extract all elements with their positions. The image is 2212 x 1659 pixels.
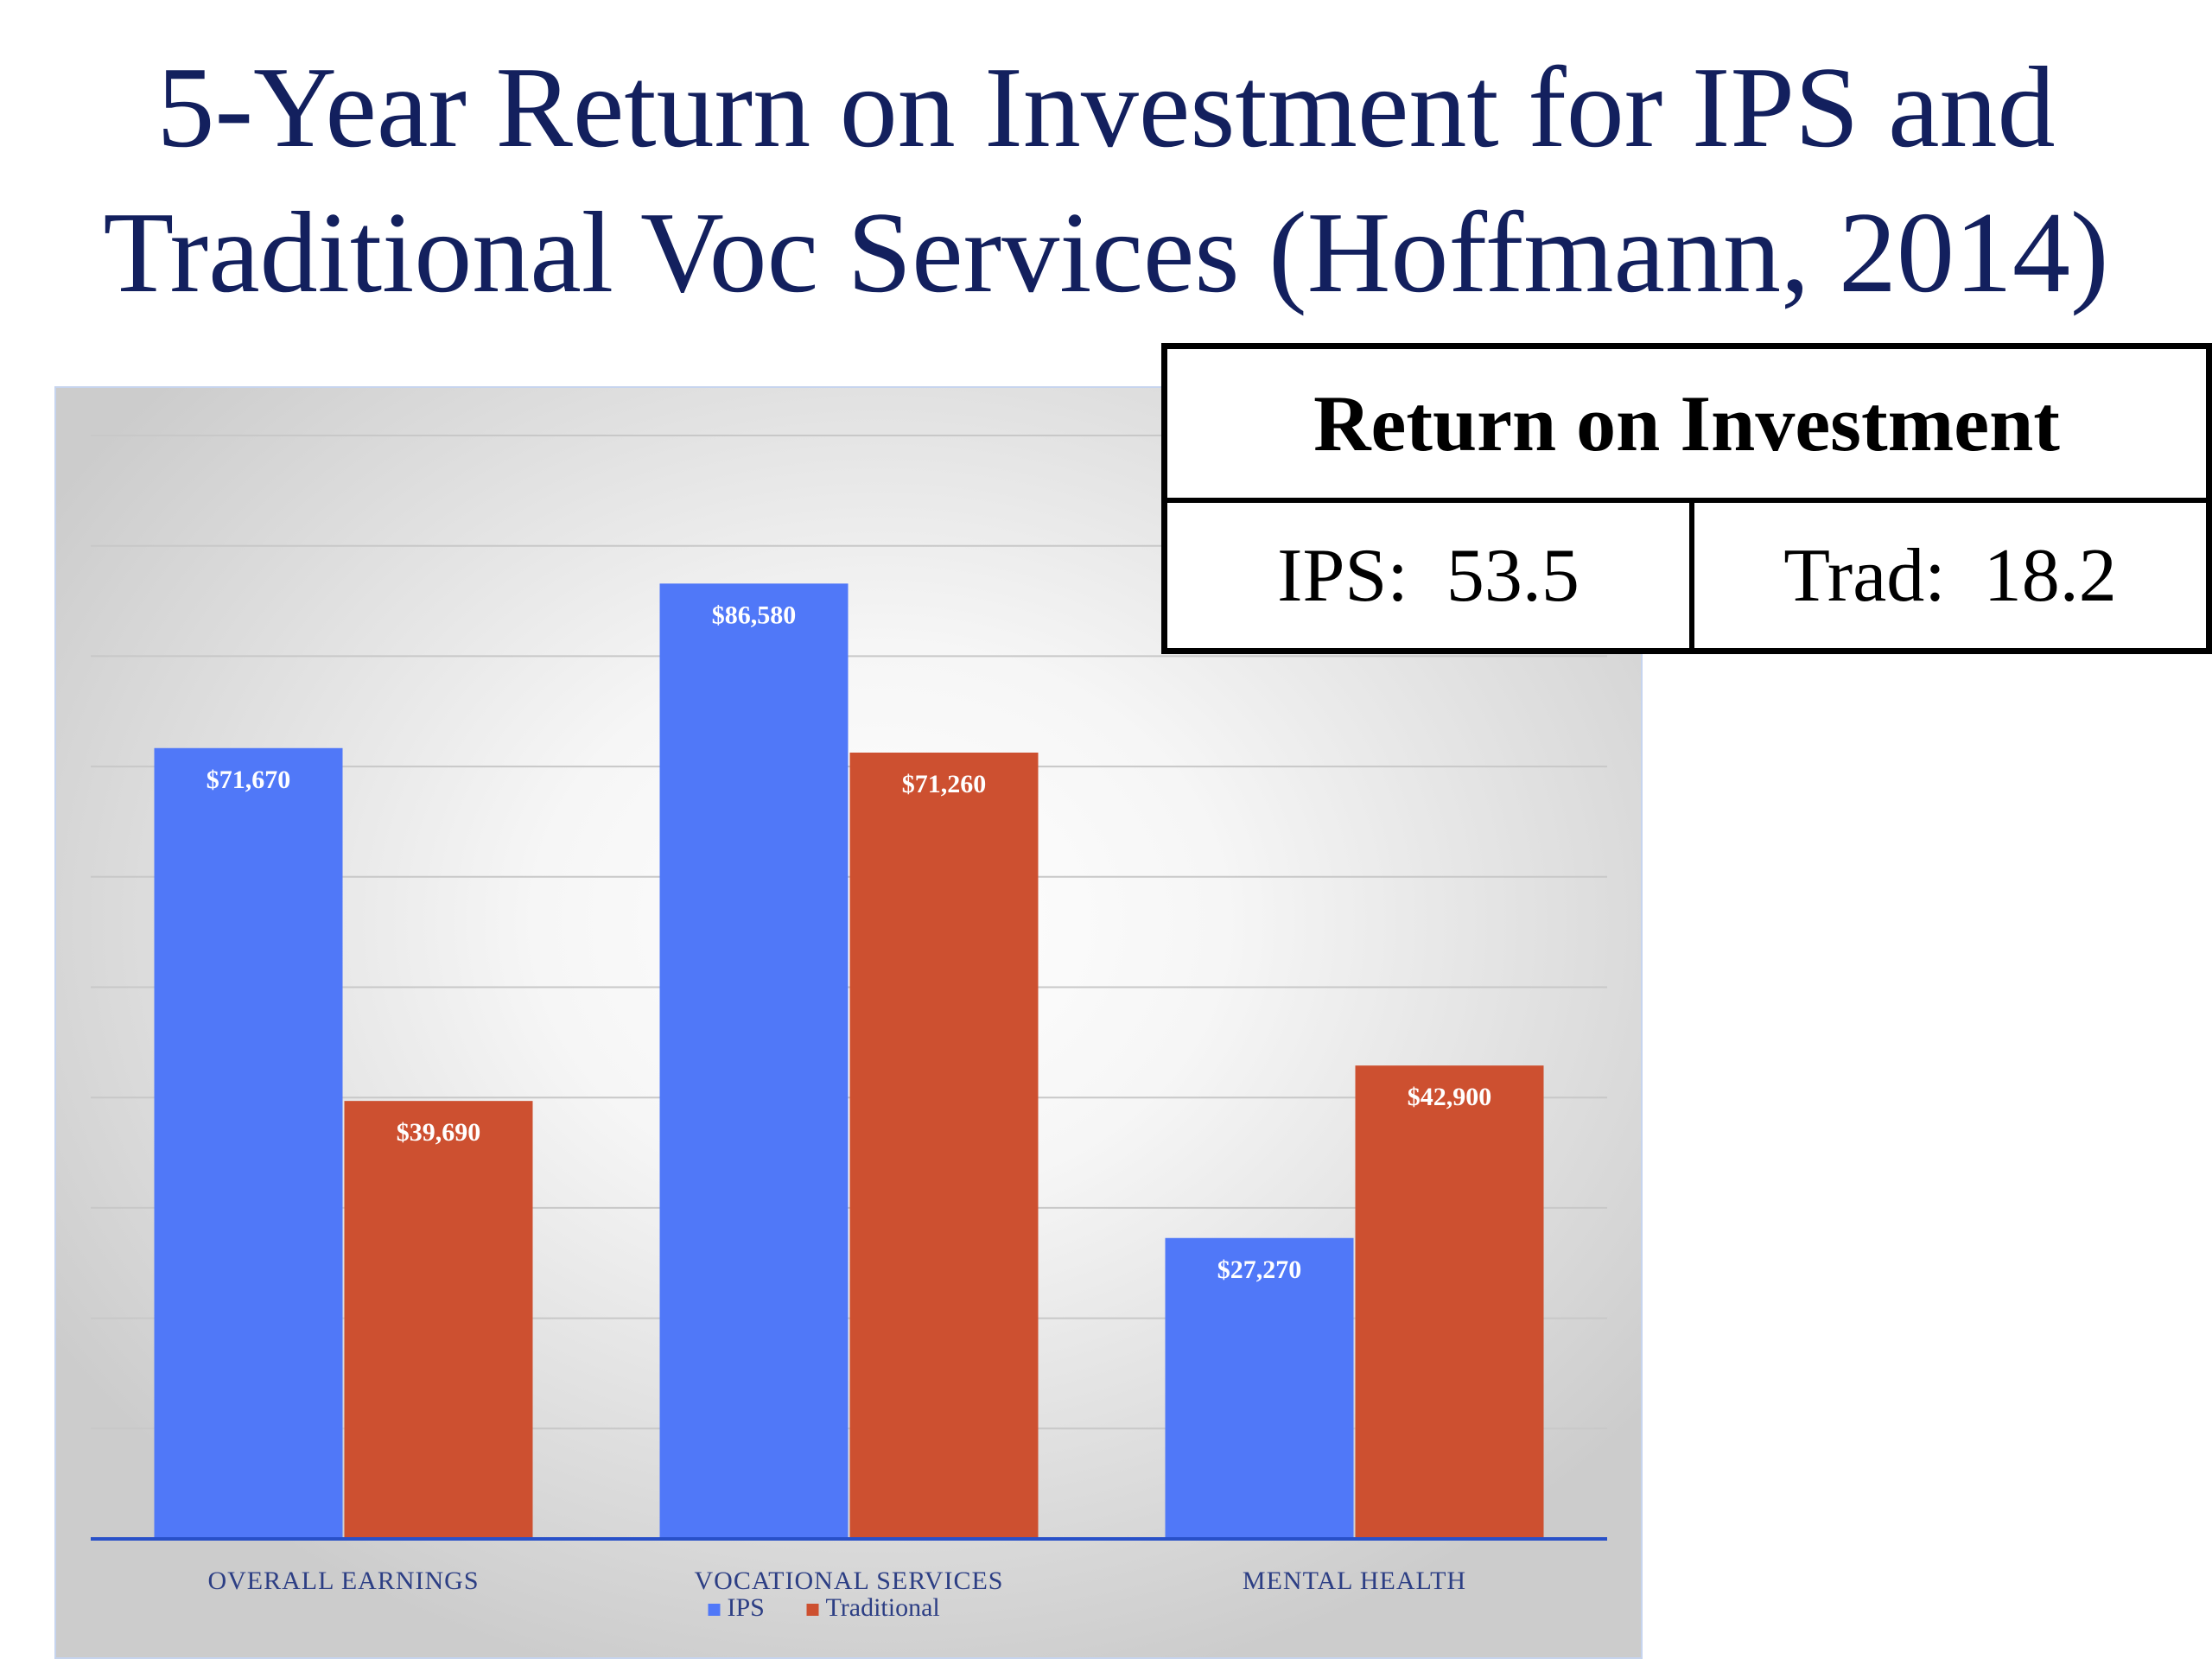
data-labels: $71,670 $39,690 $86,580 $71,260 $27,270 $42,9… xyxy=(207,601,1492,1283)
roi-ips-label: IPS: xyxy=(1277,533,1408,618)
category-label: OVERALL EARNINGS xyxy=(207,1567,479,1595)
legend-swatch xyxy=(806,1604,819,1616)
bar-ips-3 xyxy=(1165,1237,1354,1539)
bar-ips-1 xyxy=(154,747,343,1539)
data-label: $27,270 xyxy=(1217,1255,1302,1284)
gridlines xyxy=(91,435,1607,1430)
data-label: $39,690 xyxy=(397,1118,481,1147)
legend: IPS Traditional xyxy=(708,1593,940,1622)
bar-ips-2 xyxy=(659,583,849,1539)
data-label: $42,900 xyxy=(1408,1083,1492,1111)
bars xyxy=(154,583,1544,1539)
roi-table: Return on Investment IPS: 53.5 Trad: 18.… xyxy=(1161,343,2212,654)
title-line-1: 5-Year Return on Investment for IPS and xyxy=(156,43,2056,171)
data-label: $71,260 xyxy=(902,770,987,798)
bar-traditional-2 xyxy=(849,753,1039,1539)
category-label: MENTAL HEALTH xyxy=(1243,1567,1466,1595)
legend-label: IPS xyxy=(728,1593,765,1622)
data-label: $71,670 xyxy=(207,766,291,794)
roi-table-header: Return on Investment xyxy=(1167,349,2206,503)
chart-title: 5-Year Return on Investment for IPS and … xyxy=(0,35,2212,325)
roi-ips-value: 53.5 xyxy=(1446,533,1580,618)
roi-trad-label: Trad: xyxy=(1783,533,1946,618)
data-label: $86,580 xyxy=(712,601,797,629)
legend-label: Traditional xyxy=(826,1593,940,1622)
bar-traditional-3 xyxy=(1355,1065,1544,1539)
legend-swatch xyxy=(708,1604,721,1616)
roi-trad-cell: Trad: 18.2 xyxy=(1694,503,2206,648)
bar-traditional-1 xyxy=(344,1101,533,1539)
title-line-2: Traditional Voc Services (Hoffmann, 2014… xyxy=(103,188,2109,316)
roi-ips-cell: IPS: 53.5 xyxy=(1167,503,1694,648)
roi-trad-value: 18.2 xyxy=(1983,533,2117,618)
category-label: VOCATIONAL SERVICES xyxy=(695,1567,1004,1595)
bar-chart: $71,670 $39,690 $86,580 $71,260 $27,270 $42,9… xyxy=(91,435,1607,1622)
category-labels: OVERALL EARNINGS VOCATIONAL SERVICES MENTA… xyxy=(207,1567,1466,1595)
